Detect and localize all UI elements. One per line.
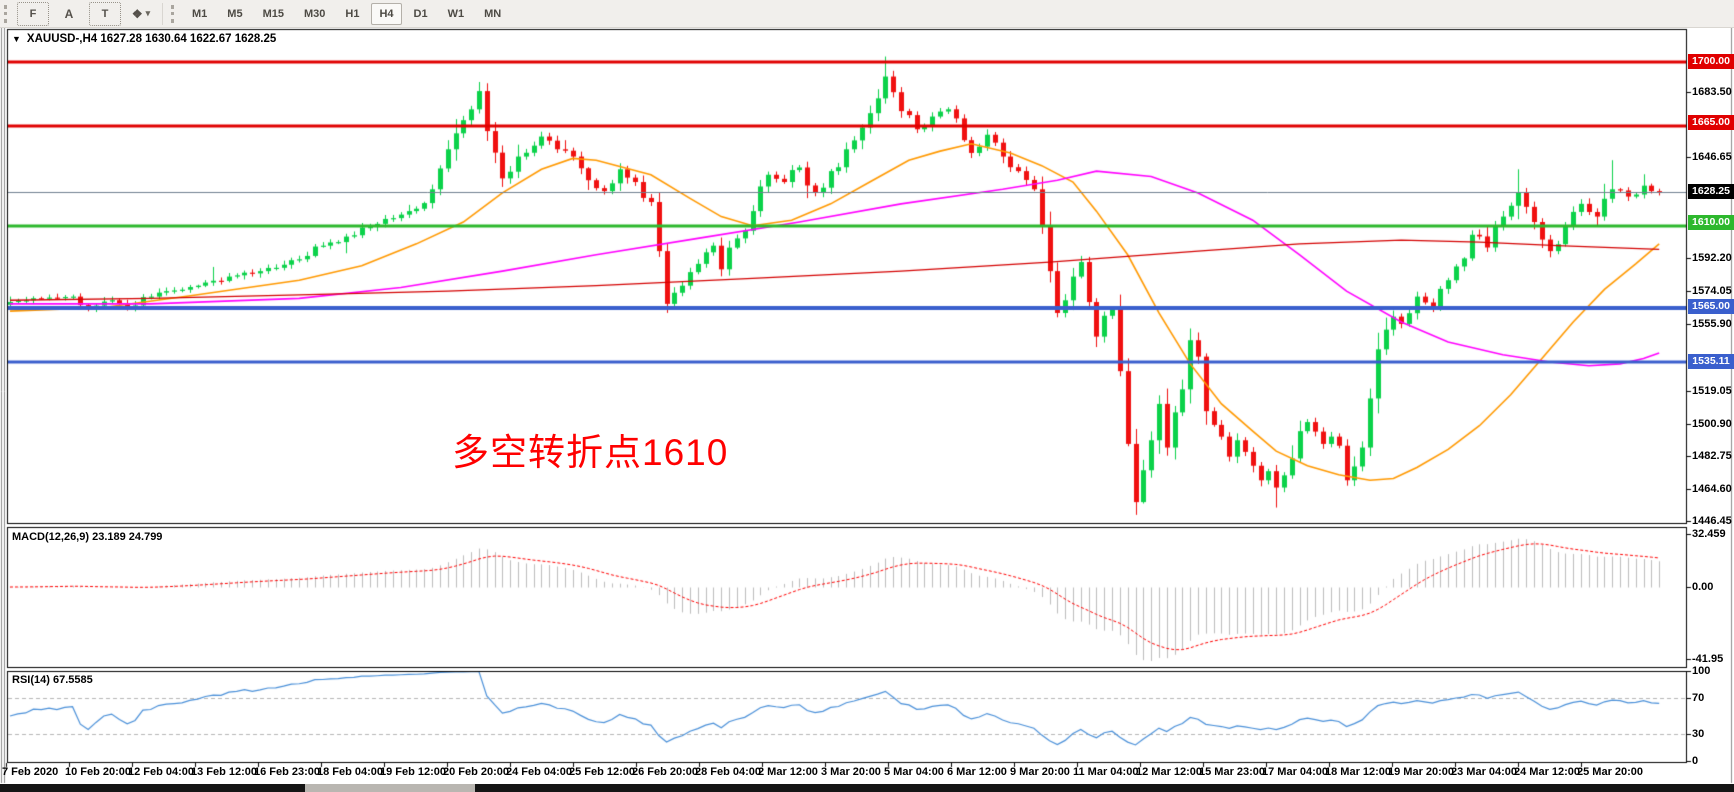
time-axis-label: 25 Feb 12:00: [569, 766, 636, 778]
price-level-badge: 1565.00: [1688, 299, 1734, 314]
time-axis-label: 9 Mar 20:00: [1010, 766, 1070, 778]
timeframe-button-h1[interactable]: H1: [345, 7, 360, 20]
time-axis-label: 15 Mar 23:00: [1199, 766, 1266, 778]
quick-grid-f-icon[interactable]: F: [17, 1, 49, 26]
toolbar: F A T ❖ ▾ M1 M5 M15 M30 H1 H4 D1 W1 MN: [0, 0, 1734, 28]
toolbar-separator: [162, 2, 163, 25]
font-tool-icon[interactable]: A: [64, 6, 74, 21]
rsi-axis-label: 0: [1692, 755, 1699, 767]
rsi-indicator-label: RSI(14) 67.5585: [12, 674, 93, 686]
timeframe-button-m15[interactable]: M15: [262, 7, 284, 20]
annotation-text[interactable]: 多空转折点1610: [452, 432, 729, 473]
timeframe-button-w1[interactable]: W1: [447, 7, 465, 20]
time-axis-label: 19 Mar 20:00: [1388, 766, 1455, 778]
timeframe-button-m30[interactable]: M30: [303, 7, 326, 20]
price-axis-label: 1519.05: [1692, 385, 1732, 397]
rsi-axis-label: 70: [1692, 692, 1705, 704]
timeframe-button-mn[interactable]: MN: [484, 7, 502, 20]
time-axis-label: 23 Mar 04:00: [1451, 766, 1518, 778]
time-axis-label: 18 Mar 12:00: [1325, 766, 1392, 778]
price-level-badge: 1665.00: [1688, 115, 1734, 130]
price-level-badge: 1535.11: [1688, 354, 1734, 369]
time-axis-label: 12 Feb 04:00: [128, 766, 195, 778]
time-axis-label: 12 Mar 12:00: [1136, 766, 1203, 778]
time-axis-label: 2 Mar 12:00: [758, 766, 818, 778]
rsi-axis-label: 30: [1692, 728, 1705, 740]
price-axis-label: 1592.20: [1692, 252, 1732, 264]
price-axis-label: 1446.45: [1692, 515, 1732, 527]
price-axis-label: 1683.50: [1692, 86, 1732, 98]
time-axis-label: 24 Feb 04:00: [506, 766, 573, 778]
price-axis-label: 1555.90: [1692, 318, 1732, 330]
toolbar-icons-group: F A T ❖ ▾: [17, 1, 158, 26]
toolbar-drag-handle[interactable]: [4, 4, 11, 23]
time-axis-label: 16 Feb 23:00: [254, 766, 321, 778]
collapse-arrow-icon[interactable]: ▼: [12, 34, 21, 44]
timeframe-button-m1[interactable]: M1: [192, 7, 208, 20]
price-axis-label: 1464.60: [1692, 483, 1732, 495]
time-axis-label: 5 Mar 04:00: [884, 766, 944, 778]
time-axis-label: 20 Feb 20:00: [443, 766, 510, 778]
timeframe-drag-handle[interactable]: [171, 4, 178, 23]
timeframe-button-h4[interactable]: H4: [371, 2, 402, 25]
chart-title-text: XAUUSD-,H4 1627.28 1630.64 1622.67 1628.…: [26, 33, 277, 45]
timeframe-button-m5[interactable]: M5: [227, 7, 243, 20]
time-axis-label: 17 Mar 04:00: [1262, 766, 1329, 778]
price-axis-label: 1500.90: [1692, 418, 1732, 430]
window-bottom-edge-gap: [305, 784, 475, 792]
price-level-badge: 1700.00: [1688, 54, 1734, 69]
timeframe-group: M1 M5 M15 M30 H1 H4 D1 W1 MN: [184, 2, 509, 25]
macd-axis-label: 0.00: [1692, 581, 1714, 593]
chart-title: ▼ XAUUSD-,H4 1627.28 1630.64 1622.67 162…: [12, 33, 276, 45]
style-cycle-icon[interactable]: ❖ ▾: [131, 6, 151, 21]
time-axis-label: 19 Feb 12:00: [380, 766, 447, 778]
window-bottom-edge: [0, 784, 1734, 792]
dropdown-caret-icon[interactable]: ▾: [145, 8, 151, 18]
time-axis-label: 18 Feb 04:00: [317, 766, 384, 778]
time-axis-label: 28 Feb 04:00: [695, 766, 762, 778]
price-axis-label: 1482.75: [1692, 450, 1732, 462]
time-axis-label: 3 Mar 20:00: [821, 766, 881, 778]
time-axis-label: 25 Mar 20:00: [1577, 766, 1644, 778]
time-axis-label: 7 Feb 2020: [2, 766, 59, 778]
text-tool-icon[interactable]: T: [89, 1, 121, 26]
price-level-badge: 1610.00: [1688, 215, 1734, 230]
price-axis-label: 1646.65: [1692, 151, 1732, 163]
time-axis-label: 6 Mar 12:00: [947, 766, 1007, 778]
macd-axis-label: -41.95: [1692, 653, 1724, 665]
time-axis-label: 11 Mar 04:00: [1073, 766, 1139, 778]
timeframe-button-d1[interactable]: D1: [413, 7, 428, 20]
macd-indicator-label: MACD(12,26,9) 23.189 24.799: [12, 531, 163, 543]
time-axis-label: 24 Mar 12:00: [1514, 766, 1581, 778]
rsi-axis-label: 100: [1692, 665, 1711, 677]
time-axis-label: 26 Feb 20:00: [632, 766, 699, 778]
time-axis-label: 10 Feb 20:00: [65, 766, 132, 778]
price-level-badge: 1628.25: [1688, 184, 1734, 199]
time-axis-label: 13 Feb 12:00: [191, 766, 258, 778]
price-axis-label: 1574.05: [1692, 285, 1732, 297]
macd-axis-label: 32.459: [1692, 528, 1726, 540]
